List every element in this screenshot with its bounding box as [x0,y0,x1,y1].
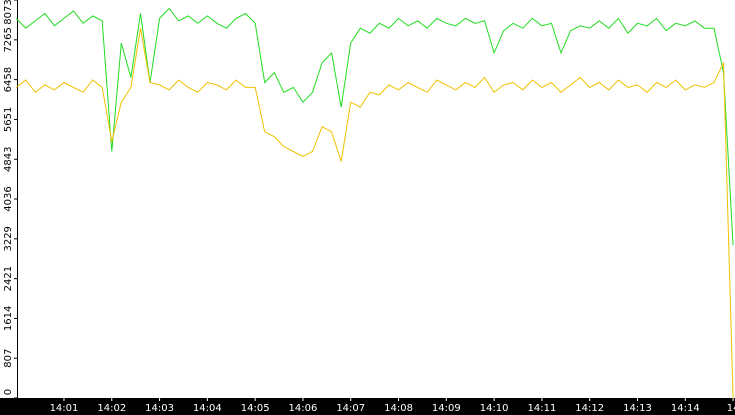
y-tick-label: 4036 [3,186,14,211]
y-tick-label: 8073 [3,0,14,25]
y-tick-label: 0 [3,389,14,395]
x-tick-label: 14:12 [575,403,604,414]
y-tick-label: 7265 [3,27,14,52]
x-tick-label: 14:07 [336,403,365,414]
y-tick-label: 6458 [3,67,14,92]
x-tick-label: 14:08 [384,403,413,414]
y-tick-label: 5651 [3,107,14,132]
x-tick-label: 14:03 [145,403,174,414]
y-tick-label: 807 [3,349,14,368]
x-tick-label: 14:14 [671,403,700,414]
x-tick-label: 14 [727,403,735,414]
x-tick-label: 14:06 [289,403,318,414]
x-tick-label: 14:09 [432,403,461,414]
x-tick-label: 14:04 [193,403,222,414]
x-tick-label: 14:02 [97,403,126,414]
series-line [15,28,734,399]
x-tick-label: 14:11 [528,403,557,414]
y-tick-label: 1614 [3,306,14,331]
x-axis-band [0,398,735,415]
series-line [15,7,734,246]
x-tick-label: 14:10 [480,403,509,414]
x-tick-label: 14:01 [50,403,79,414]
y-tick-label: 4843 [3,147,14,172]
x-tick-label: 14:05 [241,403,270,414]
y-tick-label: 3229 [3,226,14,251]
y-tick-label: 2421 [3,266,14,291]
x-tick-label: 14:13 [623,403,652,414]
